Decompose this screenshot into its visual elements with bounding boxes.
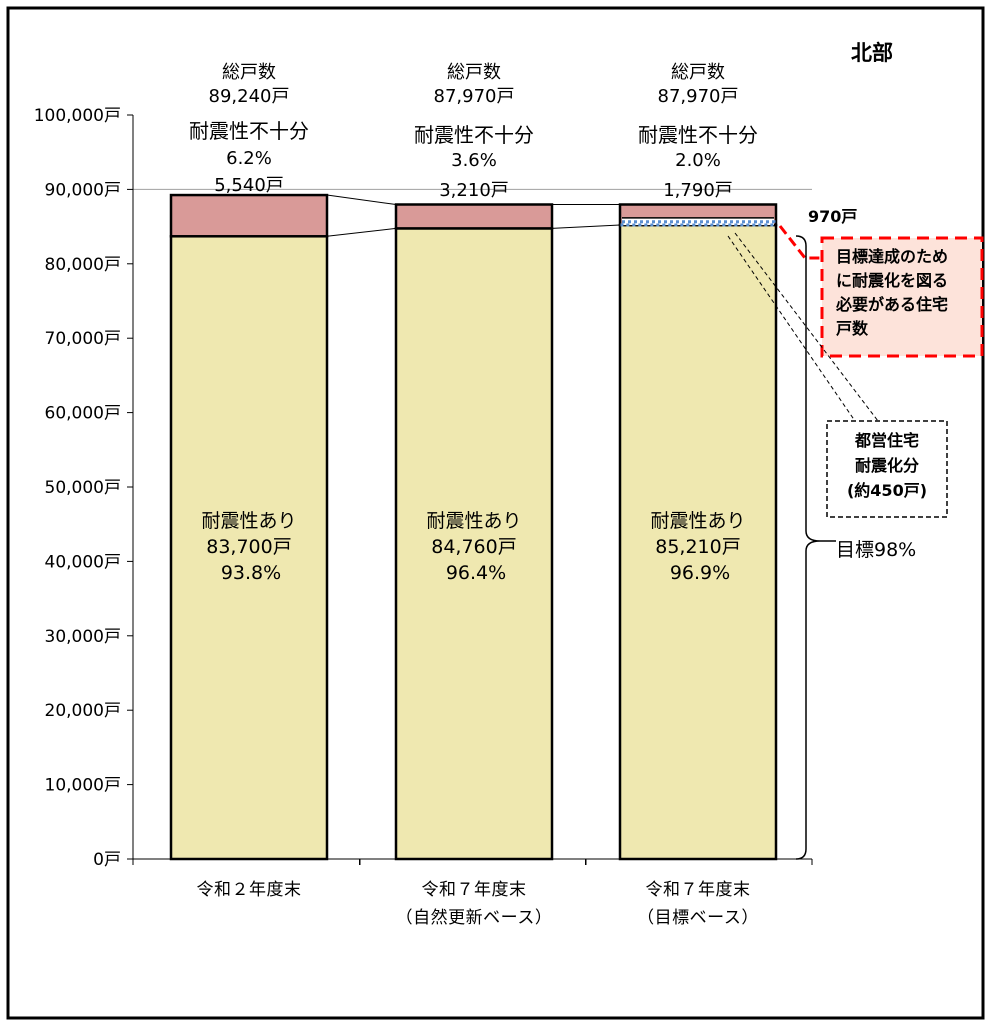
data-label-total-insufficient: 1,790戸 (663, 180, 733, 201)
connector-line (326, 194, 397, 205)
bar-seismic-ok (169, 235, 329, 861)
data-label-total-insufficient: 総戸数 (671, 62, 725, 83)
data-label-total-insufficient: 5,540戸 (214, 175, 284, 196)
x-category-label: 令和７年度末 (646, 880, 751, 900)
y-tick-label: 30,000戸 (45, 627, 121, 647)
data-label-total-insufficient: 3,210戸 (439, 180, 509, 201)
data-label-seismic-ok: 84,760戸 (431, 536, 516, 558)
y-tick-label: 50,000戸 (45, 478, 121, 498)
data-label-seismic-ok: 96.4% (446, 562, 506, 584)
data-label-seismic-ok: 83,700戸 (206, 536, 291, 558)
y-tick-label: 60,000戸 (45, 404, 121, 424)
data-label-total-insufficient: 3.6% (451, 150, 497, 171)
connector-line (326, 227, 397, 237)
y-tick-label: 20,000戸 (45, 701, 121, 721)
bar-seismic-insufficient (169, 193, 329, 238)
data-label-seismic-ok: 85,210戸 (655, 536, 740, 558)
data-label-total-insufficient: 6.2% (226, 148, 272, 169)
required-callout-leader (778, 225, 822, 260)
y-tick-label: 40,000戸 (45, 552, 121, 572)
data-label-total-insufficient: 総戸数 (222, 62, 276, 83)
y-tick-label: 100,000戸 (34, 106, 121, 126)
metro-callout-box (826, 420, 948, 518)
required-callout-text: に耐震化を図る (836, 271, 948, 290)
data-label-total-insufficient: 87,970戸 (658, 86, 739, 107)
bar-seismic-ok (618, 223, 778, 861)
required-value-label: 970戸 (808, 207, 857, 226)
metro-callout-leader (727, 235, 856, 422)
required-callout-text: 必要がある住宅 (835, 295, 948, 314)
target-required-band (622, 217, 774, 226)
target-label: 目標98% (836, 539, 916, 561)
required-callout-text: 目標達成のため (836, 247, 948, 266)
metro-callout-leader (734, 232, 879, 422)
y-tick-label: 80,000戸 (45, 255, 121, 275)
data-label-seismic-ok: 93.8% (221, 562, 281, 584)
x-category-label: 令和２年度末 (197, 880, 302, 900)
y-tick-label: 90,000戸 (45, 180, 121, 200)
x-category-label: 令和７年度末 (422, 880, 527, 900)
data-label-seismic-ok: 耐震性あり (426, 510, 521, 532)
required-callout-box (820, 236, 984, 358)
metro-callout-text: 都営住宅 (854, 431, 919, 450)
x-category-label: （目標ベース） (637, 908, 759, 928)
metro-callout-text: 耐震化分 (855, 456, 919, 475)
bar-seismic-insufficient (394, 203, 554, 230)
data-label-total-insufficient: 耐震性不十分 (638, 123, 758, 147)
data-label-total-insufficient: 87,970戸 (434, 86, 515, 107)
data-label-total-insufficient: 89,240戸 (209, 86, 290, 107)
x-category-label: （自然更新ベース） (396, 908, 553, 928)
data-label-seismic-ok: 耐震性あり (201, 510, 296, 532)
metro-callout-text: (約450戸) (847, 481, 927, 500)
data-label-total-insufficient: 2.0% (675, 150, 721, 171)
required-callout-text: 戸数 (836, 319, 869, 338)
data-label-total-insufficient: 総戸数 (447, 62, 501, 83)
bar-seismic-ok (394, 227, 554, 861)
data-label-total-insufficient: 耐震性不十分 (189, 119, 309, 143)
data-label-total-insufficient: 耐震性不十分 (414, 123, 534, 147)
y-tick-label: 0戸 (93, 850, 121, 870)
data-label-seismic-ok: 耐震性あり (650, 510, 745, 532)
y-tick-label: 70,000戸 (45, 329, 121, 349)
connector-line (551, 224, 621, 229)
data-label-seismic-ok: 96.9% (670, 562, 730, 584)
y-tick-label: 10,000戸 (45, 776, 121, 796)
region-title: 北部 (851, 41, 893, 65)
metro-housing-band (620, 220, 776, 227)
